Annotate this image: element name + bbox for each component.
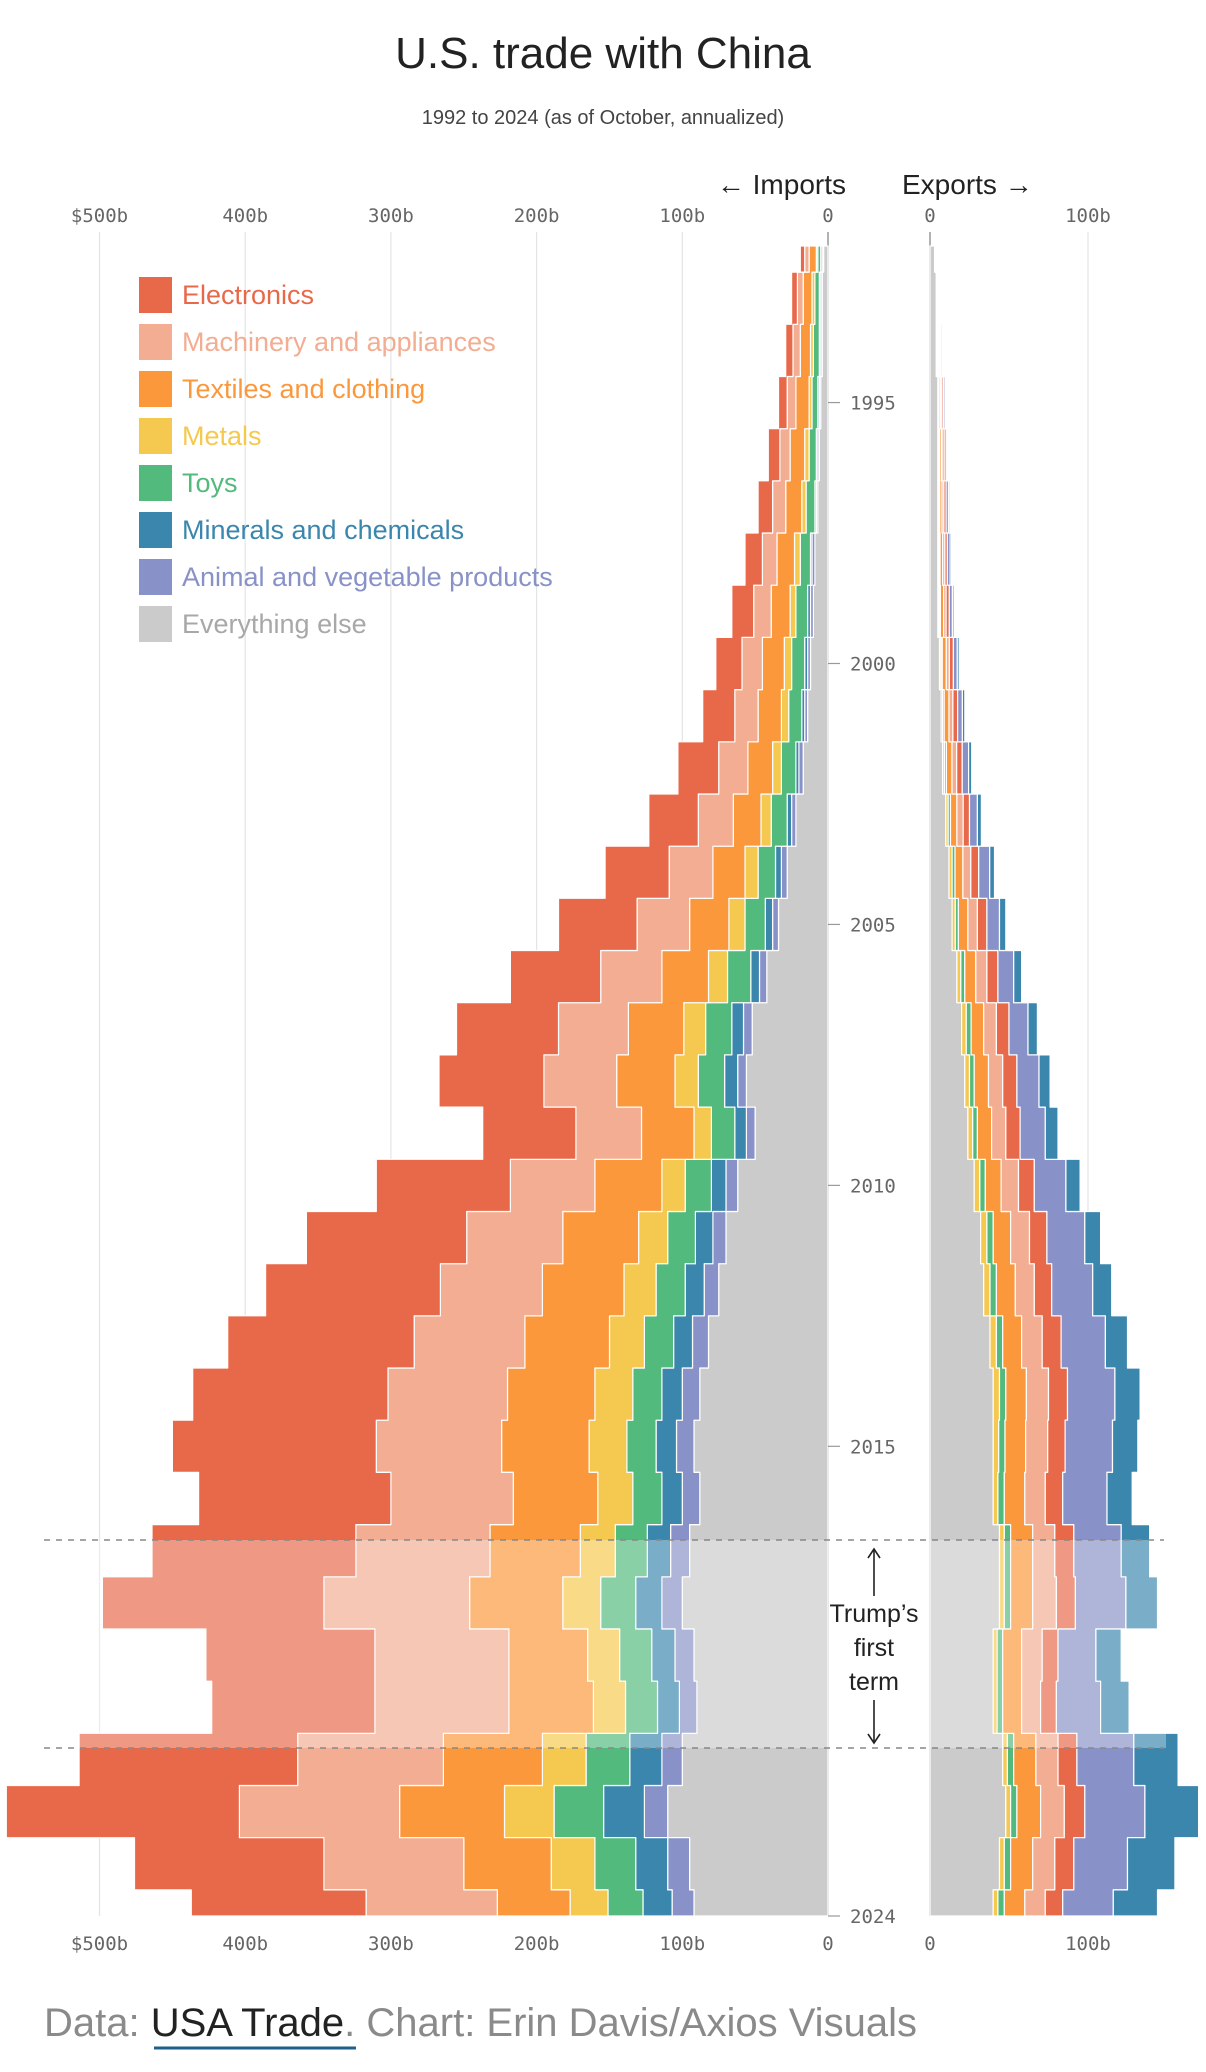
chart-subtitle: 1992 to 2024 (as of October, annualized) <box>422 107 784 129</box>
footer-suffix: . Chart: Erin Davis/Axios Visuals <box>344 2001 917 2045</box>
term-arrowhead-down <box>867 1733 881 1745</box>
trump-term-annotation: Trump’s first term <box>830 1600 919 1696</box>
term-arrowhead-up <box>867 1547 881 1559</box>
annotation-line-1: Trump’s <box>830 1600 919 1628</box>
imports-tick-top-3: 200b <box>514 205 560 227</box>
exports-tick-top-1: 100b <box>1065 205 1111 227</box>
imports-term-shade <box>40 1540 828 1748</box>
imports-direction-label: ← Imports <box>717 169 846 200</box>
exports-tick-bottom-0: 0 <box>924 1933 935 1955</box>
legend-label-toys: Toys <box>182 468 238 498</box>
imports-tick-bottom-2: 300b <box>368 1933 414 1955</box>
imports-tick-top-0: $500b <box>71 205 128 227</box>
imports-areas <box>5 245 829 1917</box>
legend-label-animal-and-vegetable-products: Animal and vegetable products <box>182 562 553 592</box>
axes: $500b $500b 400b 400b 300b 300b 200b 200b 100b 10… <box>71 205 1111 1955</box>
imports-tick-bottom-3: 200b <box>514 1933 560 1955</box>
year-tick-3: 2010 <box>850 1175 896 1197</box>
legend-swatch-everything-else <box>139 606 172 642</box>
year-tick-2: 2005 <box>850 914 896 936</box>
legend-label-electronics: Electronics <box>182 280 314 310</box>
trump-term-overlay <box>40 1539 1166 1749</box>
imports-tick-bottom-4: 100b <box>659 1933 705 1955</box>
annotation-line-3: term <box>849 1668 899 1696</box>
footer-link[interactable]: USA Trade <box>151 2001 344 2045</box>
footer-text: Data: USA Trade. Chart: Erin Davis/Axios… <box>44 2001 917 2045</box>
imports-tick-top-4: 100b <box>659 205 705 227</box>
footer-prefix: Data: <box>44 2001 151 2045</box>
footer: Data: USA Trade. Chart: Erin Davis/Axios… <box>44 2001 917 2050</box>
chart-title: U.S. trade with China <box>395 29 811 78</box>
legend-swatch-animal-and-vegetable-products <box>139 559 172 595</box>
legend-swatch-electronics <box>139 277 172 313</box>
legend-swatch-machinery-and-appliances <box>139 324 172 360</box>
legend-swatch-textiles-and-clothing <box>139 371 172 407</box>
legend-label-minerals-and-chemicals: Minerals and chemicals <box>182 515 464 545</box>
year-tick-5: 2024 <box>850 1906 896 1928</box>
exports-direction-label: Exports → <box>902 169 1033 200</box>
imports-tick-bottom-5: 0 <box>822 1933 833 1955</box>
legend-swatch-minerals-and-chemicals <box>139 512 172 548</box>
imports-tick-top-1: 400b <box>222 205 268 227</box>
imports-tick-bottom-1: 400b <box>222 1933 268 1955</box>
legend-label-everything-else: Everything else <box>182 609 367 639</box>
imports-tick-top-5: 0 <box>822 205 833 227</box>
year-tick-0: 1995 <box>850 393 896 415</box>
legend-label-machinery-and-appliances: Machinery and appliances <box>182 327 496 357</box>
imports-area-electronics <box>5 245 806 1917</box>
legend-swatch-metals <box>139 418 172 454</box>
imports-tick-bottom-0: $500b <box>71 1933 128 1955</box>
exports-term-shade <box>930 1540 1166 1748</box>
legend-swatch-toys <box>139 465 172 501</box>
imports-tick-top-2: 300b <box>368 205 414 227</box>
exports-tick-top-0: 0 <box>924 205 935 227</box>
legend-label-metals: Metals <box>182 421 262 451</box>
legend-label-textiles-and-clothing: Textiles and clothing <box>182 374 425 404</box>
legend: Electronics Machinery and appliances Texti… <box>139 277 553 642</box>
year-tick-1: 2000 <box>850 654 896 676</box>
exports-areas <box>929 245 1200 1917</box>
exports-area-minerals-and-chemicals-outer <box>937 245 1200 1917</box>
exports-tick-bottom-1: 100b <box>1065 1933 1111 1955</box>
annotation-line-2: first <box>854 1634 894 1662</box>
year-tick-4: 2015 <box>850 1436 896 1458</box>
